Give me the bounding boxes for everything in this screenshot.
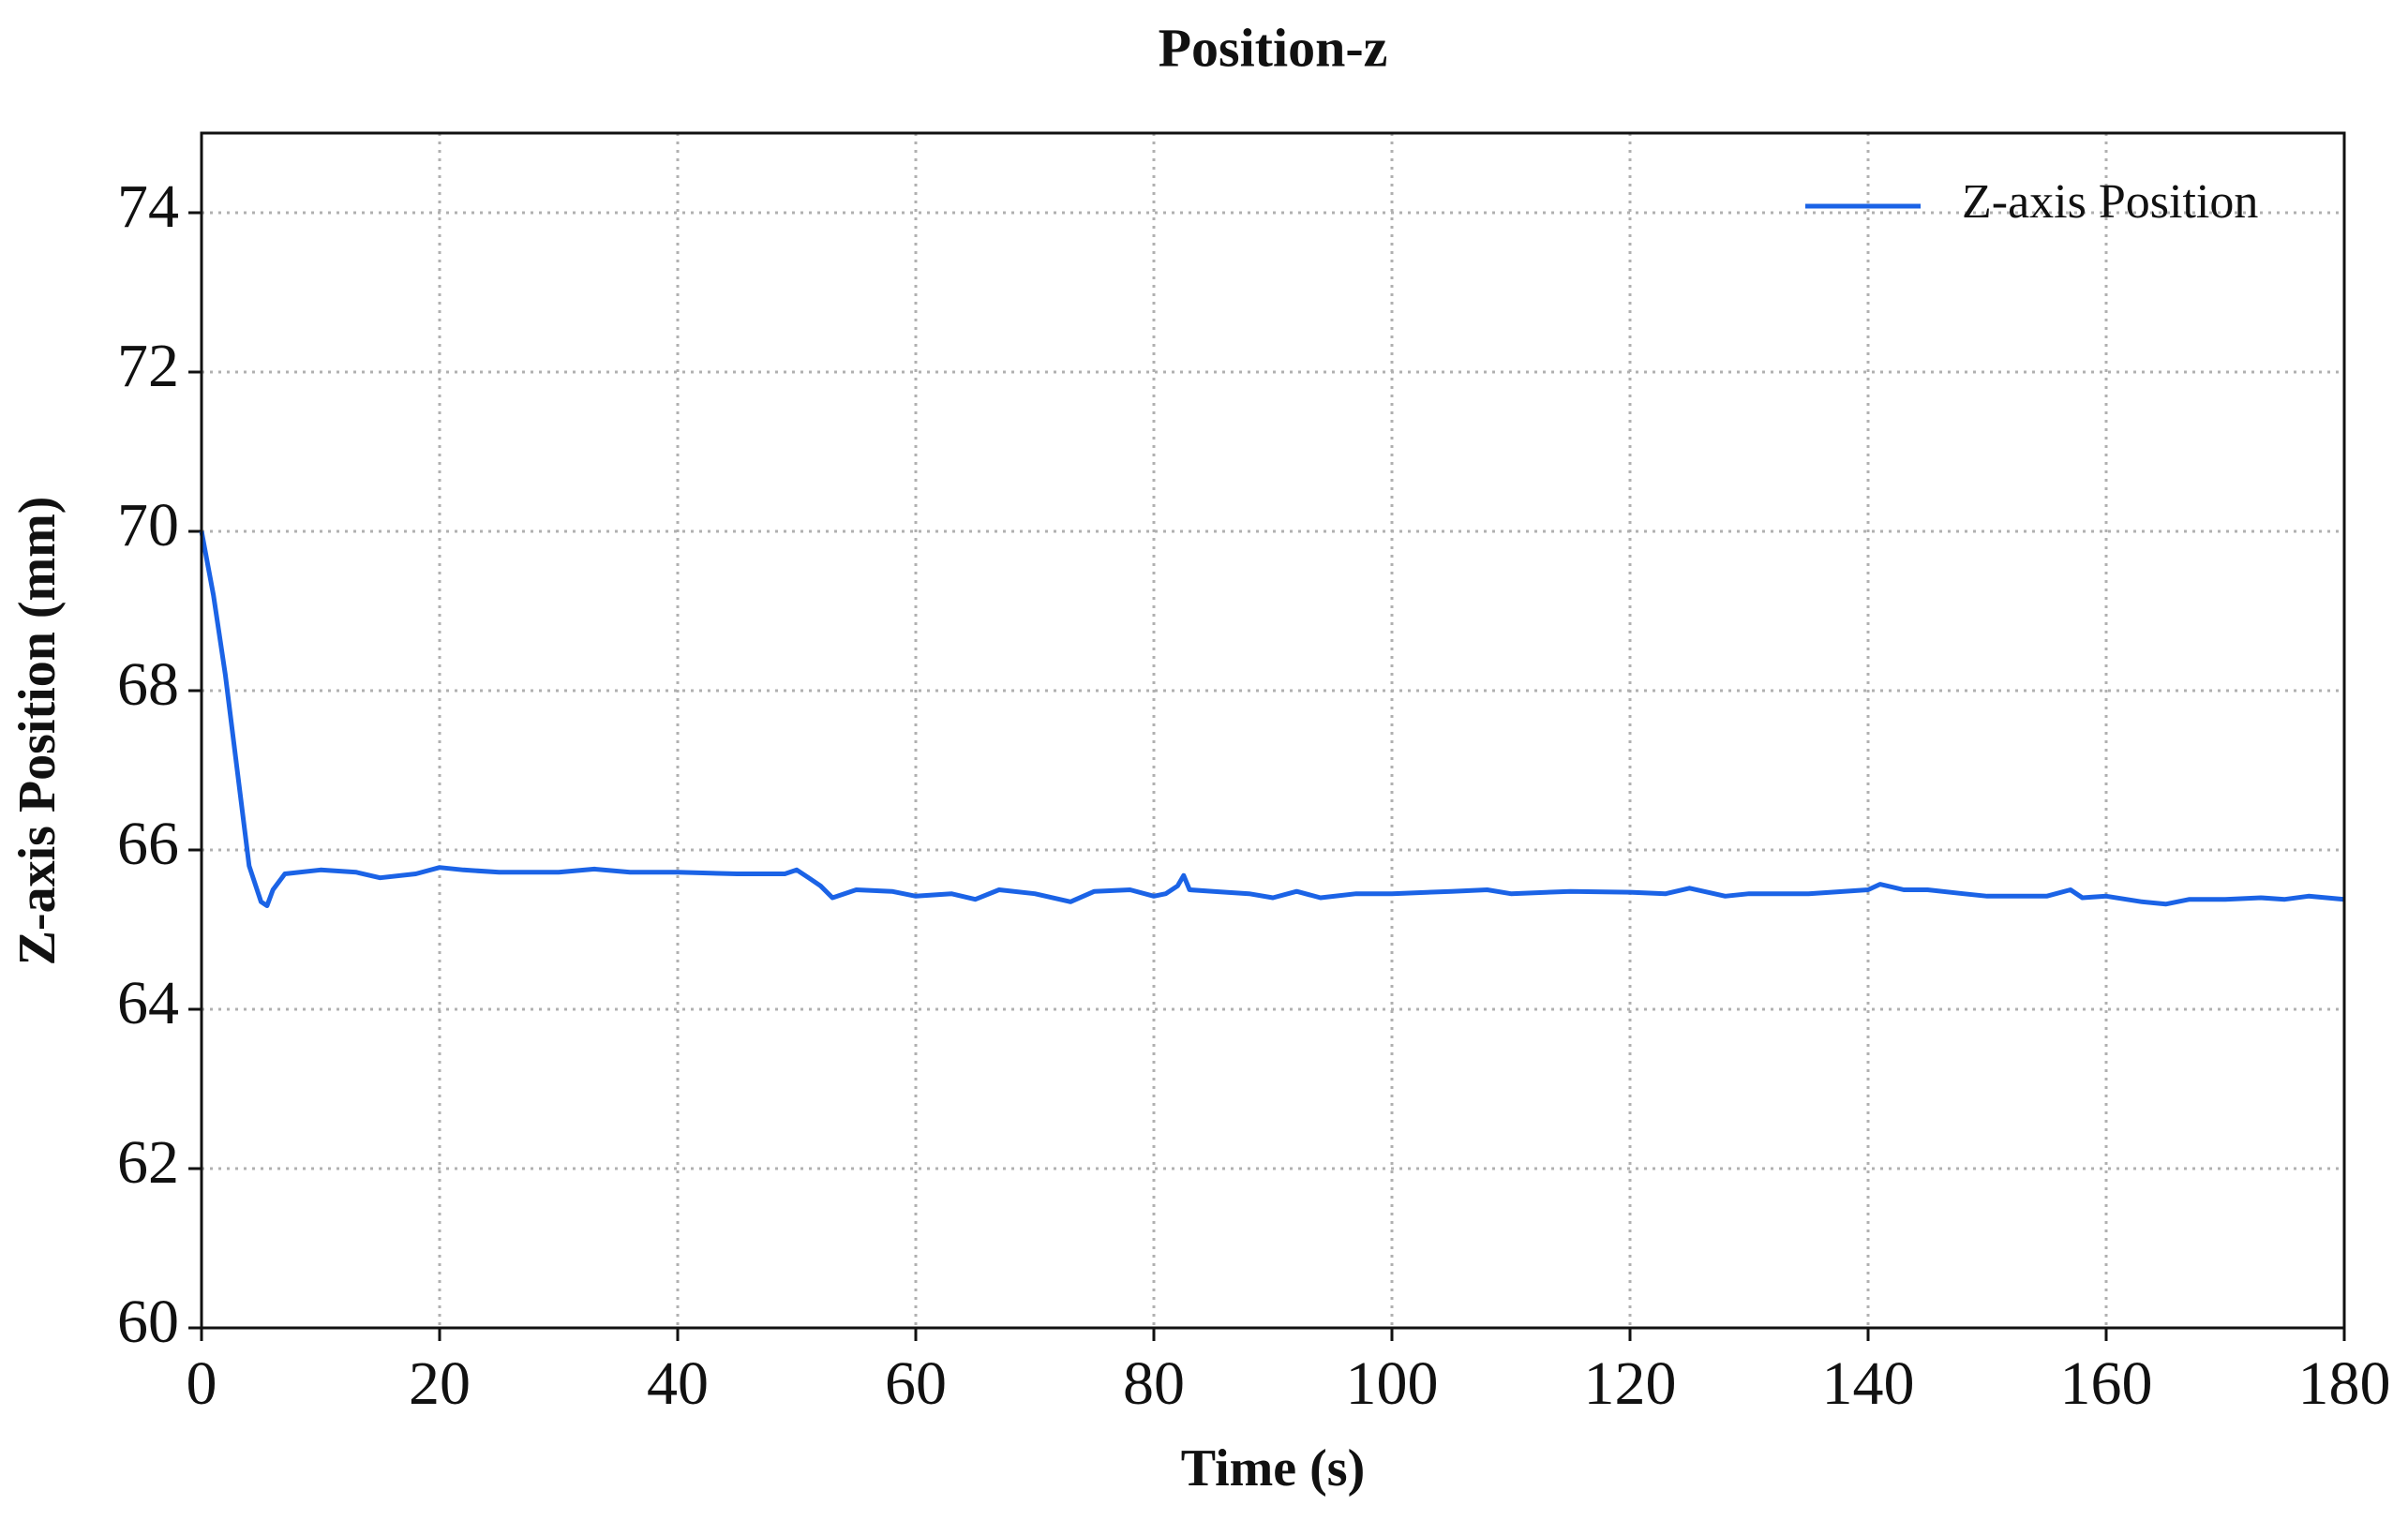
x-tick-label: 60 (885, 1349, 947, 1418)
x-tick-label: 140 (1822, 1349, 1915, 1418)
y-tick-label: 60 (117, 1288, 179, 1356)
x-tick-label: 120 (1584, 1349, 1677, 1418)
y-axis-label: Z-axis Position (mm) (8, 497, 67, 966)
chart-title: Position-z (1159, 17, 1388, 78)
legend-label: Z-axis Position (1962, 175, 2258, 229)
y-tick-label: 68 (117, 650, 179, 719)
x-tick-label: 20 (409, 1349, 471, 1418)
y-tick-label: 66 (117, 810, 179, 878)
x-axis-label: Time (s) (1181, 1439, 1366, 1498)
y-tick-label: 70 (117, 491, 179, 559)
plot-frame (200, 131, 2346, 1330)
data-line (199, 530, 2345, 908)
x-tick-label: 80 (1123, 1349, 1185, 1418)
x-tick-label: 0 (187, 1349, 217, 1418)
x-tick-label: 40 (647, 1349, 709, 1418)
x-tick-label: 180 (2298, 1349, 2391, 1418)
x-tick-label: 100 (1346, 1349, 1439, 1418)
y-tick-label: 64 (117, 969, 179, 1037)
y-tick-label: 74 (117, 172, 179, 241)
y-tick-label: 62 (117, 1128, 179, 1197)
y-tick-label: 72 (117, 332, 179, 400)
x-tick-label: 160 (2060, 1349, 2153, 1418)
